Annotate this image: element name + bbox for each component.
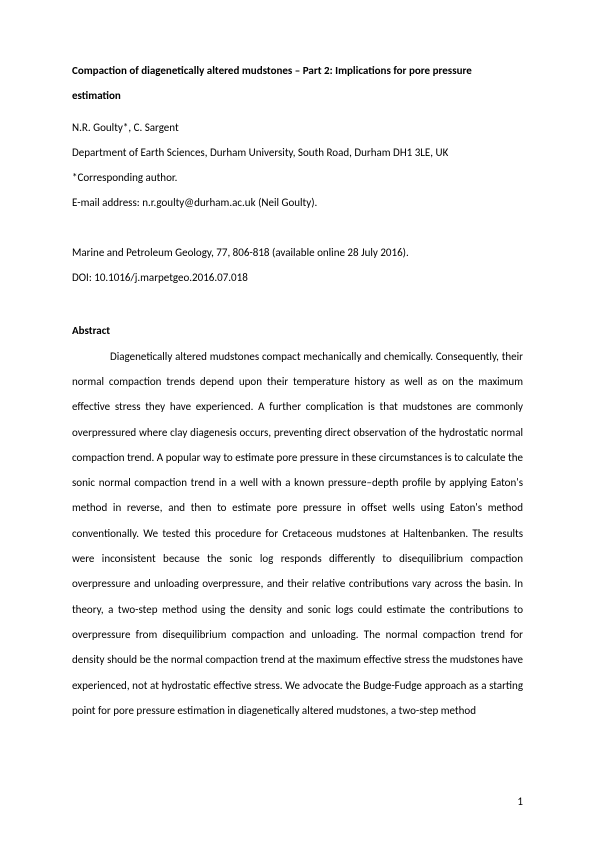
- page-number: 1: [517, 789, 523, 814]
- title-line-1: Compaction of diagenetically altered mud…: [72, 58, 523, 83]
- corresponding-author: *Corresponding author.: [72, 165, 523, 190]
- doi: DOI: 10.1016/j.marpetgeo.2016.07.018: [72, 265, 523, 290]
- journal-reference: Marine and Petroleum Geology, 77, 806-81…: [72, 240, 523, 265]
- spacer: [72, 216, 523, 240]
- document-title: Compaction of diagenetically altered mud…: [72, 58, 523, 109]
- spacer: [72, 290, 523, 314]
- email: E-mail address: n.r.goulty@durham.ac.uk …: [72, 190, 523, 215]
- title-line-2: estimation: [72, 83, 523, 108]
- authors: N.R. Goulty*, C. Sargent: [72, 115, 523, 140]
- abstract-heading: Abstract: [72, 318, 523, 343]
- affiliation: Department of Earth Sciences, Durham Uni…: [72, 140, 523, 165]
- page: Compaction of diagenetically altered mud…: [0, 0, 595, 842]
- abstract-body: Diagenetically altered mudstones compact…: [72, 344, 523, 723]
